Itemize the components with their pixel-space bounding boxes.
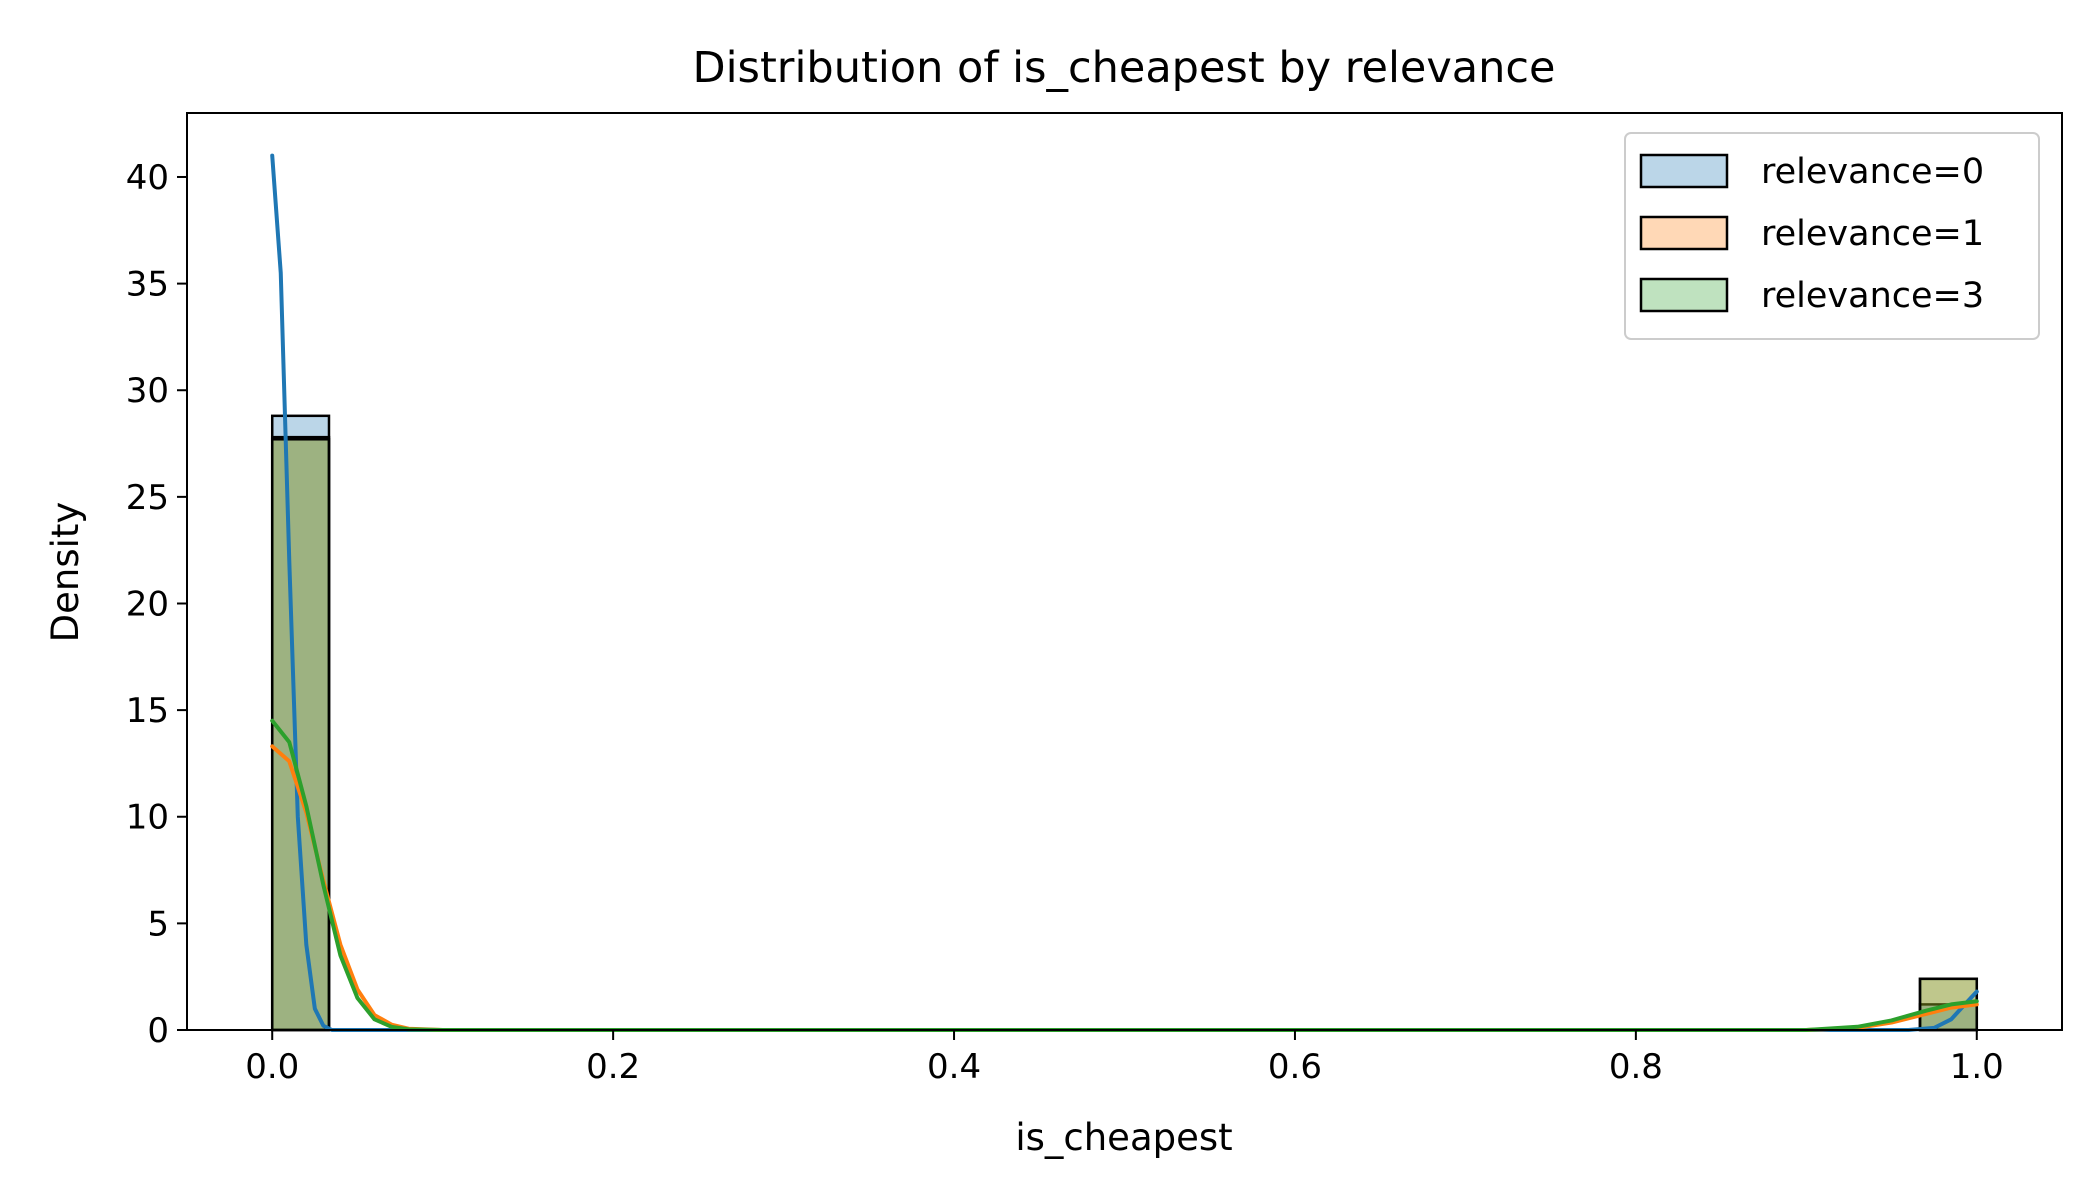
y-tick-label-0: 0 [147, 1011, 169, 1051]
kde-curves [270, 153, 1979, 1032]
legend-swatch-relevance=1 [1639, 215, 1729, 251]
y-tick-label-15: 15 [126, 691, 169, 731]
y-tick-label-5: 5 [147, 904, 169, 944]
y-tick-label-30: 30 [126, 371, 169, 411]
x-axis-label: is_cheapest [1015, 1116, 1232, 1159]
legend-box [1624, 132, 2040, 340]
kde-line-relevance=0 [270, 153, 1979, 1032]
legend-swatch-relevance=0 [1639, 153, 1729, 189]
x-tick-label-0.2: 0.2 [586, 1047, 640, 1087]
y-tick-label-20: 20 [126, 584, 169, 624]
plot-area-frame [186, 112, 2063, 1031]
x-tick-label-1.0: 1.0 [1950, 1047, 2004, 1087]
x-tick-label-0.4: 0.4 [927, 1047, 981, 1087]
legend-label-relevance=0: relevance=0 [1761, 152, 1984, 192]
legend-label-relevance=1: relevance=1 [1761, 214, 1984, 254]
histogram-bar-relevance=3-bin-0 [270, 438, 331, 1032]
x-tick-label-0.0: 0.0 [245, 1047, 299, 1087]
y-tick-label-25: 25 [126, 478, 169, 518]
x-tick-label-0.6: 0.6 [1268, 1047, 1322, 1087]
y-axis-ticks: 0 5 10 15 20 25 30 35 40 [126, 158, 187, 1051]
y-tick-label-40: 40 [126, 158, 169, 198]
y-tick-label-35: 35 [126, 265, 169, 305]
y-tick-label-10: 10 [126, 798, 169, 838]
chart-title: Distribution of is_cheapest by relevance [692, 43, 1555, 93]
y-axis-label: Density [44, 502, 87, 643]
histogram-bar-relevance=0-bin-0 [270, 414, 331, 1032]
histogram-bars [270, 414, 1979, 1032]
legend-label-relevance=3: relevance=3 [1761, 276, 1984, 316]
x-axis-ticks: 0.0 0.2 0.4 0.6 0.8 1.0 [245, 1030, 2004, 1087]
legend-swatch-relevance=3 [1639, 277, 1729, 313]
x-tick-label-0.8: 0.8 [1609, 1047, 1663, 1087]
legend: relevance=0 relevance=1 relevance=3 [1624, 132, 2040, 340]
kde-line-relevance=3 [270, 718, 1979, 1032]
